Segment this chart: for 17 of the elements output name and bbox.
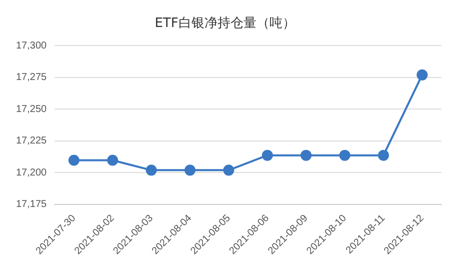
point	[68, 154, 80, 166]
point	[262, 150, 273, 161]
chart-title: ETF白银净持仓量（吨）	[154, 16, 296, 32]
y-tick-label: 17,300	[16, 40, 48, 52]
point	[223, 164, 234, 176]
point	[378, 150, 389, 161]
point	[184, 164, 196, 176]
point	[339, 150, 350, 161]
y-tick-label: 17,225	[16, 136, 48, 147]
y-tick-label: 17,200	[16, 167, 48, 178]
y-tick-label: 17,250	[16, 104, 48, 115]
point	[300, 150, 312, 161]
y-tick-label: 17,275	[16, 72, 48, 84]
y-tick-label: 17,175	[16, 199, 48, 210]
point	[107, 154, 118, 166]
point	[146, 164, 157, 176]
point	[416, 69, 428, 80]
